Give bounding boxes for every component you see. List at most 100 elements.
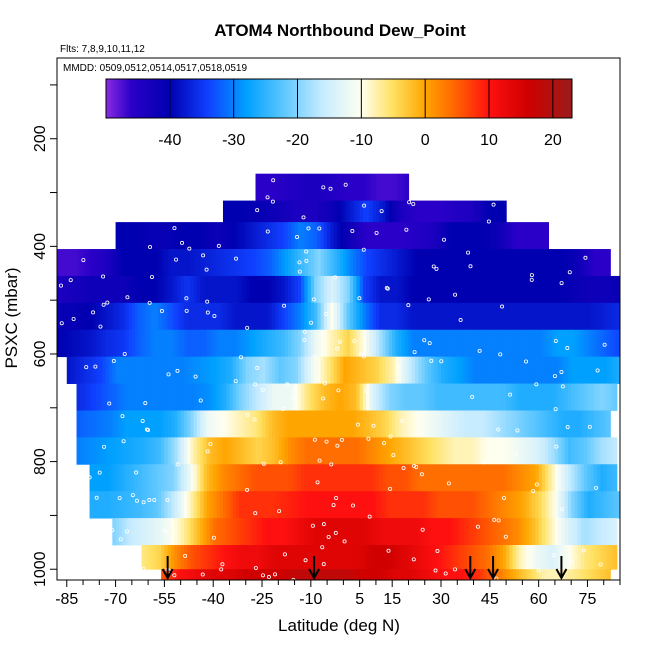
heatmap-cell — [441, 569, 445, 580]
plot-frame — [56, 57, 621, 581]
heatmap-cell — [580, 464, 585, 492]
heatmap-cell — [532, 356, 536, 384]
heatmap-cell — [577, 249, 582, 277]
observation-point — [165, 498, 170, 503]
heatmap-cell — [541, 329, 546, 358]
heatmap-cell — [333, 329, 338, 358]
heatmap-cell — [506, 302, 510, 331]
heatmap-cell — [203, 356, 208, 384]
heatmap-cell — [460, 329, 465, 358]
heatmap-cell — [388, 275, 393, 304]
heatmap-cell — [424, 518, 429, 546]
heatmap-cell — [268, 173, 273, 202]
heatmap-cell — [597, 275, 602, 304]
heatmap-cell — [307, 410, 312, 438]
heatmap-cell — [200, 275, 205, 304]
profile-arrow-head — [308, 568, 320, 581]
heatmap-cell — [252, 518, 257, 546]
heatmap-cell — [115, 249, 120, 277]
heatmap-cell — [294, 275, 299, 304]
heatmap-cell — [193, 356, 198, 384]
heatmap-cell — [252, 383, 257, 411]
heatmap-cell — [222, 302, 227, 331]
heatmap-cell — [193, 410, 198, 438]
heatmap-cell — [483, 200, 488, 223]
heatmap-cell — [454, 302, 458, 331]
heatmap-cell — [424, 437, 429, 465]
observation-point — [271, 178, 276, 183]
heatmap-cell — [284, 302, 289, 331]
observation-point — [335, 346, 340, 351]
heatmap-cell — [128, 249, 133, 277]
heatmap-cell — [307, 356, 312, 384]
heatmap-cell — [135, 518, 139, 546]
heatmap-cell — [414, 437, 419, 465]
heatmap-cell — [265, 356, 270, 384]
heatmap-cell — [213, 464, 218, 492]
heatmap-cell — [196, 275, 201, 304]
heatmap-cell — [229, 383, 234, 411]
heatmap-cell — [216, 302, 221, 331]
heatmap-cell — [593, 518, 598, 546]
heatmap-cell — [356, 329, 361, 358]
heatmap-cell — [320, 302, 325, 331]
heatmap-cell — [408, 200, 413, 223]
heatmap-cell — [291, 356, 296, 384]
heatmap-cell — [463, 329, 468, 358]
heatmap-cell — [489, 437, 494, 465]
heatmap-cell — [545, 249, 550, 277]
observation-point — [333, 275, 338, 280]
heatmap-cell — [235, 222, 240, 250]
heatmap-cell — [450, 491, 455, 519]
heatmap-cell — [460, 464, 465, 492]
heatmap-cell — [512, 437, 517, 465]
heatmap-cell — [444, 356, 449, 384]
heatmap-cell — [346, 410, 351, 438]
heatmap-cell — [200, 437, 205, 465]
heatmap-cell — [323, 200, 328, 223]
heatmap-cell — [323, 545, 328, 570]
heatmap-cell — [190, 275, 195, 304]
observation-point — [253, 382, 258, 387]
heatmap-cell — [222, 356, 227, 384]
heatmap-cell — [151, 356, 156, 384]
heatmap-cell — [548, 356, 553, 384]
heatmap-cell — [118, 464, 123, 492]
heatmap-cell — [219, 545, 224, 570]
heatmap-cell — [418, 329, 423, 358]
heatmap-cell — [551, 569, 556, 580]
heatmap-cell — [203, 569, 208, 580]
heatmap-cell — [343, 437, 348, 465]
heatmap-cell — [336, 569, 341, 580]
heatmap-cell — [408, 222, 413, 250]
heatmap-cell — [434, 464, 439, 492]
heatmap-cell — [561, 437, 566, 465]
heatmap-cell — [291, 410, 296, 438]
y-tick-label: 400 — [32, 233, 49, 260]
heatmap-cell — [564, 518, 569, 546]
observation-point — [285, 382, 290, 387]
heatmap-cell — [356, 518, 361, 546]
heatmap-cell — [209, 356, 214, 384]
heatmap-cell — [112, 302, 117, 331]
observation-point — [412, 463, 417, 468]
heatmap-cell — [441, 491, 445, 519]
heatmap-cell — [421, 200, 426, 223]
heatmap-cell — [509, 329, 514, 358]
heatmap-cell — [408, 545, 413, 570]
heatmap-cell — [297, 356, 302, 384]
heatmap-cell — [190, 356, 195, 384]
observation-point — [468, 264, 473, 269]
heatmap-cell — [401, 464, 406, 492]
heatmap-cell — [157, 518, 162, 546]
heatmap-cell — [118, 437, 123, 465]
observation-point — [552, 374, 557, 379]
heatmap-cell — [522, 410, 527, 438]
heatmap-cell — [193, 329, 198, 358]
heatmap-cell — [577, 437, 582, 465]
heatmap-cell — [486, 383, 491, 411]
heatmap-cell — [379, 356, 384, 384]
heatmap-cell — [519, 569, 523, 580]
heatmap-cell — [89, 356, 94, 384]
heatmap-cell — [307, 222, 312, 250]
